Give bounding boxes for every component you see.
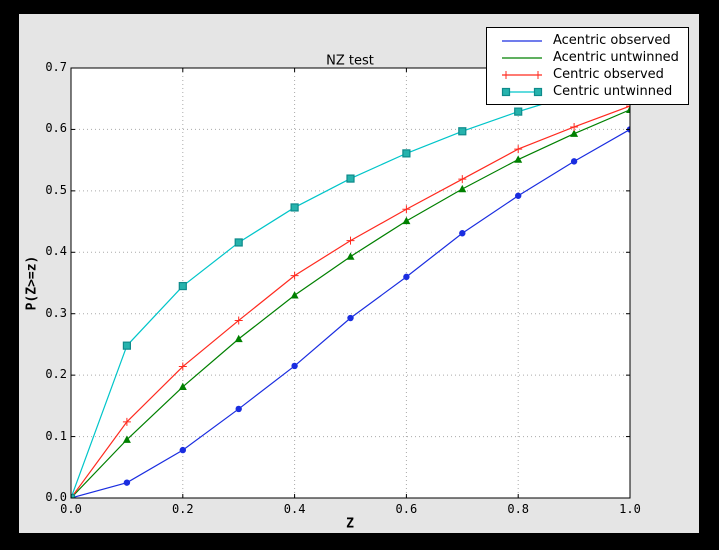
- x-tick-label: 1.0: [619, 502, 641, 516]
- y-tick-label: 0.4: [45, 244, 67, 259]
- square-marker: [402, 149, 411, 158]
- y-tick-label: 0.7: [45, 60, 67, 74]
- square-marker: [346, 174, 355, 183]
- y-tick-label: 0.3: [45, 305, 67, 320]
- plus-marker: [514, 145, 523, 154]
- circle-marker: [123, 479, 131, 486]
- legend-label: Centric observed: [553, 67, 664, 82]
- square-marker: [458, 127, 467, 136]
- square-marker: [514, 107, 523, 116]
- triangle-marker: [290, 291, 299, 299]
- triangle-marker: [570, 129, 579, 137]
- plot-area: [71, 68, 630, 498]
- plus-marker: [122, 417, 131, 426]
- chart-title: NZ test: [326, 53, 374, 69]
- square-marker: [71, 493, 76, 498]
- triangle-marker: [458, 184, 467, 193]
- plus-marker: [402, 205, 411, 214]
- legend-sample-circle-icon: [502, 39, 542, 42]
- triangle-marker: [346, 252, 355, 260]
- triangle-marker: [402, 216, 411, 225]
- legend-label: Centric untwinned: [553, 84, 673, 99]
- y-tick-label: 0.2: [45, 367, 67, 382]
- chart-figure: NZ test Z P(Z>=z) 0.0 0.2 0.4 0.6 0.8 1.0 0.0…: [19, 14, 699, 533]
- square-marker: [234, 238, 243, 247]
- y-tick-label: 0.6: [45, 121, 67, 136]
- x-tick-label: 0.2: [171, 502, 194, 516]
- x-tick-label: 0.6: [395, 502, 418, 516]
- legend-item-2: Centric observed: [487, 66, 688, 83]
- circle-marker: [291, 362, 298, 370]
- square-marker: [533, 87, 543, 96]
- x-tick-label: 0.8: [507, 502, 530, 516]
- triangle-marker: [178, 382, 187, 391]
- circle-marker: [179, 446, 186, 454]
- plus-marker: [502, 70, 510, 79]
- triangle-marker: [234, 334, 243, 343]
- legend-box: Acentric observed Acentric untwinned Centr…: [486, 27, 689, 105]
- circle-marker: [403, 273, 410, 281]
- plus-marker: [290, 271, 299, 280]
- square-marker: [501, 87, 511, 96]
- axes-frame: [70, 67, 631, 499]
- square-marker: [122, 341, 132, 350]
- plus-marker: [234, 316, 243, 325]
- circle-marker: [515, 192, 522, 199]
- y-tick-label: 0.1: [45, 428, 67, 443]
- plus-marker: [626, 102, 630, 111]
- legend-item-0: Acentric observed: [487, 32, 688, 49]
- legend-sample-square-icon: [501, 87, 543, 96]
- circle-marker: [347, 314, 354, 322]
- plot-canvas: [70, 67, 631, 499]
- square-marker: [178, 281, 187, 291]
- legend-sample-plus-icon: [502, 70, 542, 79]
- legend-item-3: Centric untwinned: [487, 83, 688, 100]
- legend-label: Acentric observed: [553, 33, 671, 48]
- plus-marker: [346, 236, 355, 245]
- x-axis-label: Z: [346, 516, 354, 532]
- triangle-marker: [122, 435, 131, 443]
- x-tick-label: 0.4: [283, 502, 306, 516]
- legend-label: Acentric untwinned: [553, 50, 679, 65]
- plus-marker: [178, 362, 187, 371]
- circle-marker: [570, 158, 578, 165]
- triangle-marker: [626, 105, 630, 113]
- y-tick-label: 0.0: [45, 490, 67, 504]
- y-axis-label: P(Z>=z): [24, 255, 40, 311]
- legend-item-1: Acentric untwinned: [487, 49, 688, 66]
- x-tick-label: 0.0: [60, 502, 82, 516]
- legend-sample-triangle-icon: [502, 56, 542, 59]
- triangle-marker: [514, 155, 523, 163]
- circle-marker: [459, 230, 466, 237]
- plus-marker: [570, 122, 579, 131]
- circle-marker: [235, 405, 242, 413]
- square-marker: [290, 203, 299, 212]
- plus-marker: [458, 175, 467, 184]
- plus-marker: [534, 70, 542, 79]
- y-tick-label: 0.5: [45, 182, 67, 197]
